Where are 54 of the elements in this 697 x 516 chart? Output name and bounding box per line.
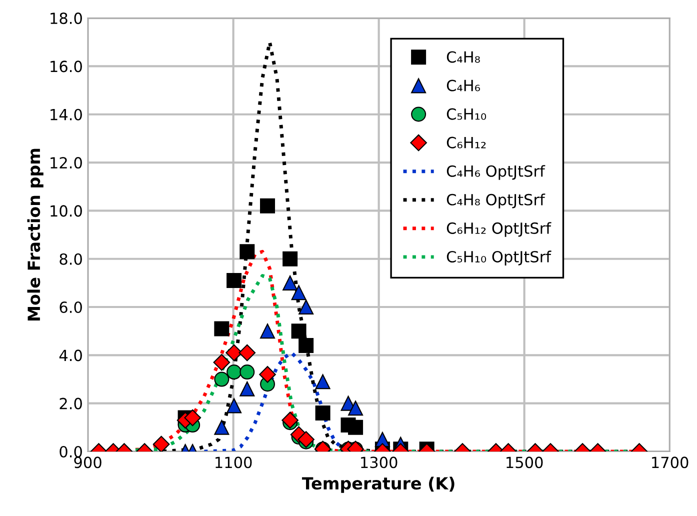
legend-label: C₄H₆ OptJtSrf	[446, 165, 546, 180]
point	[214, 372, 230, 387]
point	[348, 420, 364, 435]
point	[214, 321, 230, 336]
point	[238, 344, 256, 362]
y-tick-label: 16.0	[50, 60, 82, 72]
point	[152, 436, 170, 452]
point	[298, 300, 314, 315]
y-axis-title: Mole Fraction ppm	[27, 148, 44, 321]
point	[226, 273, 242, 288]
point	[298, 431, 314, 448]
x-tick-label: 1500	[506, 456, 543, 468]
point	[291, 324, 306, 339]
legend-label: C₆H₁₂ OptJtSrf	[446, 222, 552, 237]
point	[291, 285, 306, 300]
point	[226, 344, 242, 362]
point	[282, 275, 298, 290]
point	[315, 405, 330, 420]
point	[260, 324, 276, 339]
point	[315, 374, 330, 390]
y-tick-label: 12.0	[50, 157, 82, 169]
point	[240, 244, 255, 260]
y-tick-label: 10.0	[50, 205, 82, 217]
point	[282, 412, 298, 429]
x-axis-title: Temperature (K)	[302, 476, 454, 493]
point	[259, 366, 276, 383]
y-tick-label: 8.0	[60, 253, 82, 265]
point	[260, 198, 276, 214]
legend-label: C₆H₁₂	[446, 136, 486, 148]
legend-label: C₄H₈	[446, 51, 480, 63]
point	[184, 409, 201, 426]
point	[298, 338, 314, 354]
legend-label: C₄H₆	[446, 80, 480, 92]
point	[282, 251, 298, 266]
point	[226, 364, 242, 380]
legend-label: C₅H₁₀ OptJtSrf	[446, 250, 552, 266]
x-tick-label: 1300	[361, 456, 398, 468]
y-tick-label: 2.0	[60, 398, 82, 410]
y-tick-label: 6.0	[60, 301, 82, 314]
x-tick-label: 1100	[216, 456, 252, 468]
y-tick-label: 18.0	[50, 12, 82, 24]
y-tick-label: 0.0	[60, 446, 82, 458]
point	[348, 400, 364, 416]
point	[214, 420, 230, 435]
x-tick-label: 900	[74, 456, 102, 468]
point	[240, 364, 255, 380]
point	[213, 354, 230, 371]
legend-label: C₅H₁₀	[446, 108, 486, 120]
y-tick-label: 4.0	[59, 350, 82, 362]
x-tick-label: 1700	[652, 456, 688, 468]
legend-label: C₄H₈ OptJtSrf	[446, 194, 546, 208]
point	[240, 381, 255, 396]
y-tick-label: 14.0	[50, 108, 82, 120]
point	[226, 398, 242, 414]
